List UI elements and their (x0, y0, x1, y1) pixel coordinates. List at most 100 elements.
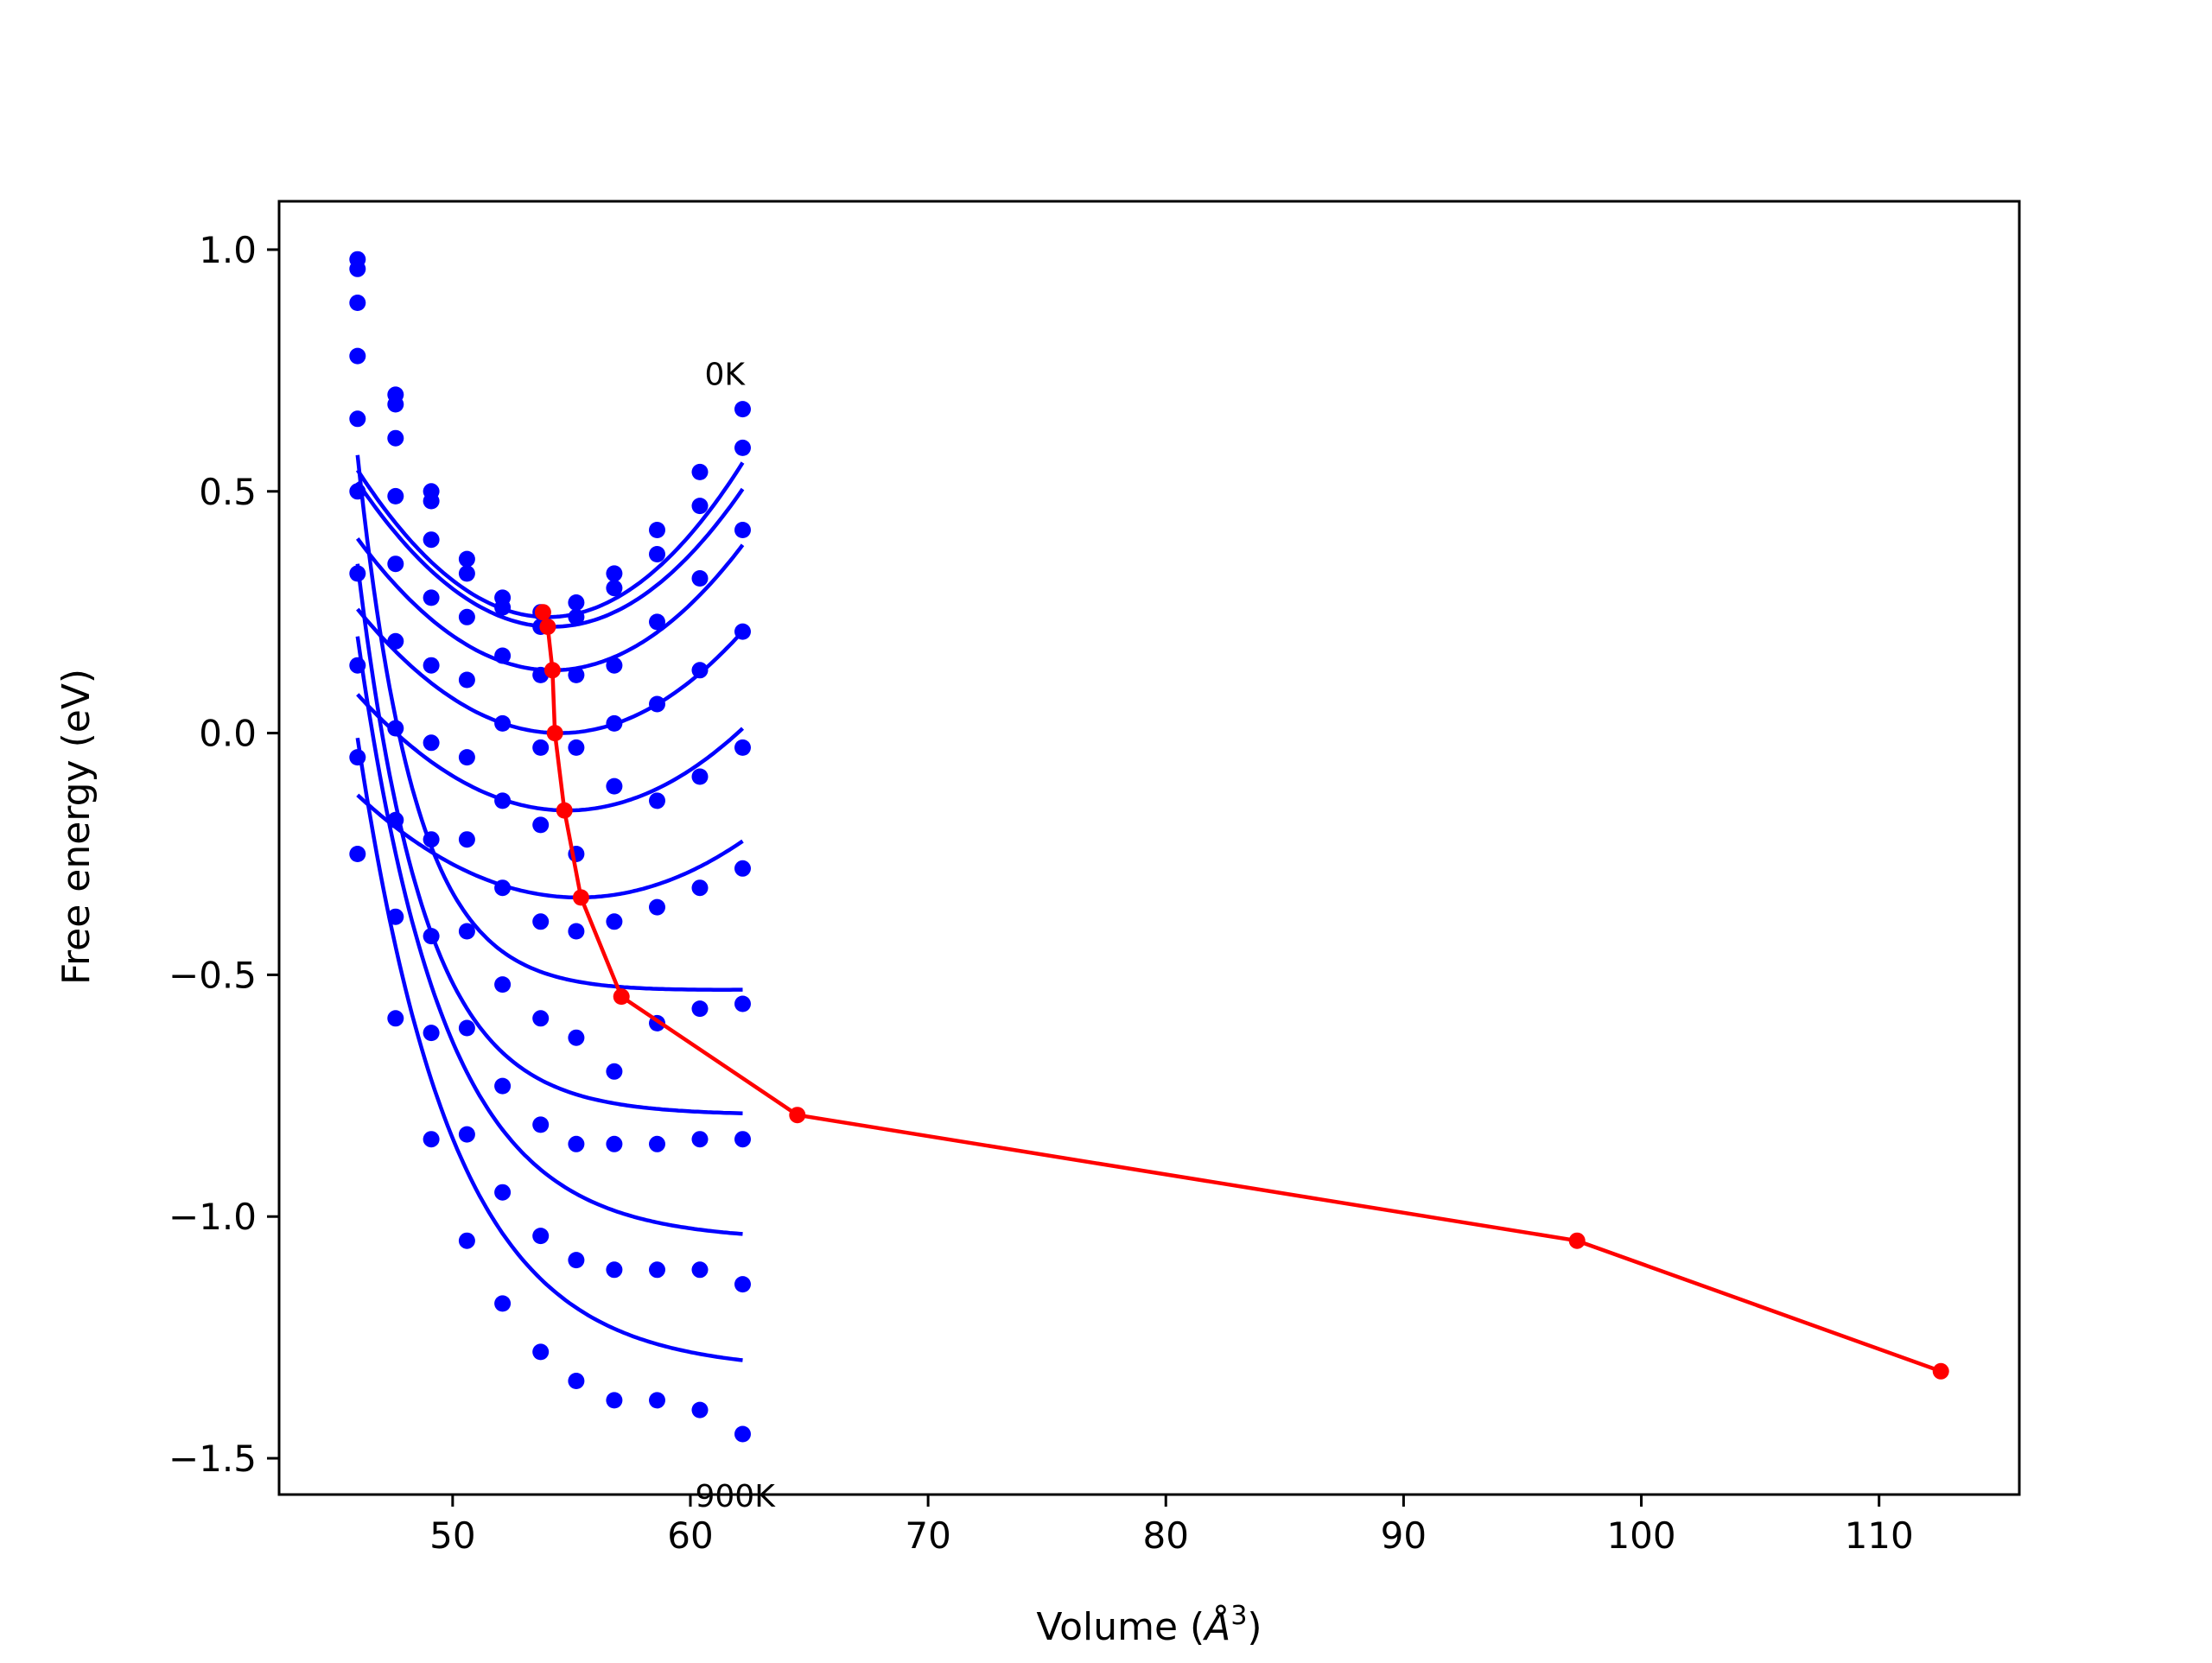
data-point-500K (691, 879, 709, 897)
data-point-900K (458, 1232, 475, 1249)
data-point-700K (568, 1135, 585, 1152)
data-point-300K (649, 695, 665, 713)
data-point-600K (532, 1010, 550, 1027)
data-point-500K (494, 879, 512, 897)
minima-point (546, 725, 563, 742)
data-point-100K (458, 565, 475, 582)
data-point-800K (458, 1126, 475, 1143)
y-tick-label: 1.0 (199, 229, 257, 271)
data-point-500K (532, 913, 550, 930)
minima-point (613, 988, 630, 1006)
data-point-0K (734, 401, 751, 418)
data-point-500K (423, 734, 440, 752)
annotation-label: 0K (705, 358, 747, 393)
data-point-400K (734, 739, 751, 756)
fit-curve-0K (355, 461, 745, 619)
data-point-500K (458, 831, 475, 848)
data-point-600K (387, 720, 404, 737)
data-point-600K (494, 976, 512, 993)
minima-layer (534, 604, 1949, 1380)
data-point-900K (494, 1295, 512, 1312)
data-point-200K (649, 613, 665, 631)
data-point-100K (349, 260, 366, 277)
x-axis-ticks: 50 60 70 80 90 100 110 (429, 1495, 1914, 1557)
data-point-600K (423, 831, 440, 848)
data-point-300K (568, 739, 585, 756)
y-tick-label: −1.0 (168, 1196, 257, 1238)
data-point-600K (568, 1029, 585, 1046)
minima-point (572, 889, 589, 906)
minima-point (789, 1107, 806, 1124)
data-point-900K (734, 1425, 751, 1443)
annotations-layer: 0K 900K (696, 358, 777, 1514)
fit-curves-layer (355, 454, 745, 1362)
data-point-400K (423, 657, 440, 674)
data-point-500K (734, 860, 751, 877)
x-tick-label: 100 (1606, 1514, 1675, 1557)
data-point-700K (349, 657, 366, 674)
data-point-200K (423, 531, 440, 549)
data-point-100K (387, 396, 404, 413)
data-point-400K (532, 816, 550, 834)
minima-point (539, 619, 556, 635)
data-point-300K (423, 589, 440, 606)
y-tick-label: 0.0 (199, 713, 257, 755)
fit-curve-500K (356, 793, 744, 900)
minima-point (1568, 1232, 1586, 1249)
fit-curve-900K (355, 737, 743, 1362)
minima-point (1932, 1362, 1949, 1380)
data-point-300K (349, 347, 366, 365)
data-point-400K (458, 749, 475, 766)
data-point-700K (387, 811, 404, 828)
data-point-200K (734, 522, 751, 538)
data-point-800K (734, 1276, 751, 1293)
data-point-300K (606, 714, 623, 732)
data-point-100K (423, 492, 440, 510)
data-point-300K (387, 487, 404, 505)
data-point-200K (691, 570, 709, 587)
data-point-900K (606, 1392, 623, 1409)
data-point-500K (387, 632, 404, 650)
data-point-800K (649, 1261, 665, 1279)
data-point-600K (606, 1063, 623, 1080)
y-tick-label: −0.5 (168, 954, 257, 996)
data-point-300K (532, 739, 550, 756)
data-point-300K (734, 623, 751, 640)
data-point-400K (494, 792, 512, 809)
fit-curve-800K (355, 636, 743, 1236)
data-point-500K (568, 923, 585, 940)
data-point-600K (691, 1000, 709, 1018)
data-point-100K (649, 546, 665, 562)
x-tick-label: 70 (905, 1514, 950, 1557)
x-tick-label: 50 (429, 1514, 475, 1557)
fit-curve-700K (355, 563, 743, 1115)
data-point-700K (458, 1019, 475, 1037)
data-point-200K (606, 657, 623, 674)
x-tick-label: 90 (1381, 1514, 1427, 1557)
data-point-800K (349, 749, 366, 766)
fit-curve-400K (356, 693, 745, 813)
data-point-900K (423, 1131, 440, 1148)
data-point-600K (458, 923, 475, 940)
data-point-700K (734, 1131, 751, 1148)
data-point-0K (458, 550, 475, 568)
data-point-800K (532, 1228, 550, 1245)
x-tick-label: 80 (1143, 1514, 1189, 1557)
data-point-300K (458, 671, 475, 689)
data-point-900K (649, 1392, 665, 1409)
x-tick-label: 60 (667, 1514, 713, 1557)
data-point-900K (532, 1343, 550, 1361)
data-point-0K (691, 463, 709, 480)
data-point-800K (494, 1184, 512, 1201)
data-point-800K (423, 1025, 440, 1042)
data-point-900K (387, 1010, 404, 1027)
data-point-800K (606, 1261, 623, 1279)
plot-area-frame (277, 200, 2021, 1496)
fit-curve-600K (355, 454, 743, 992)
data-point-200K (349, 295, 366, 311)
data-point-700K (532, 1116, 550, 1133)
data-point-0K (568, 594, 585, 611)
data-point-600K (734, 995, 751, 1012)
data-point-200K (568, 666, 585, 683)
